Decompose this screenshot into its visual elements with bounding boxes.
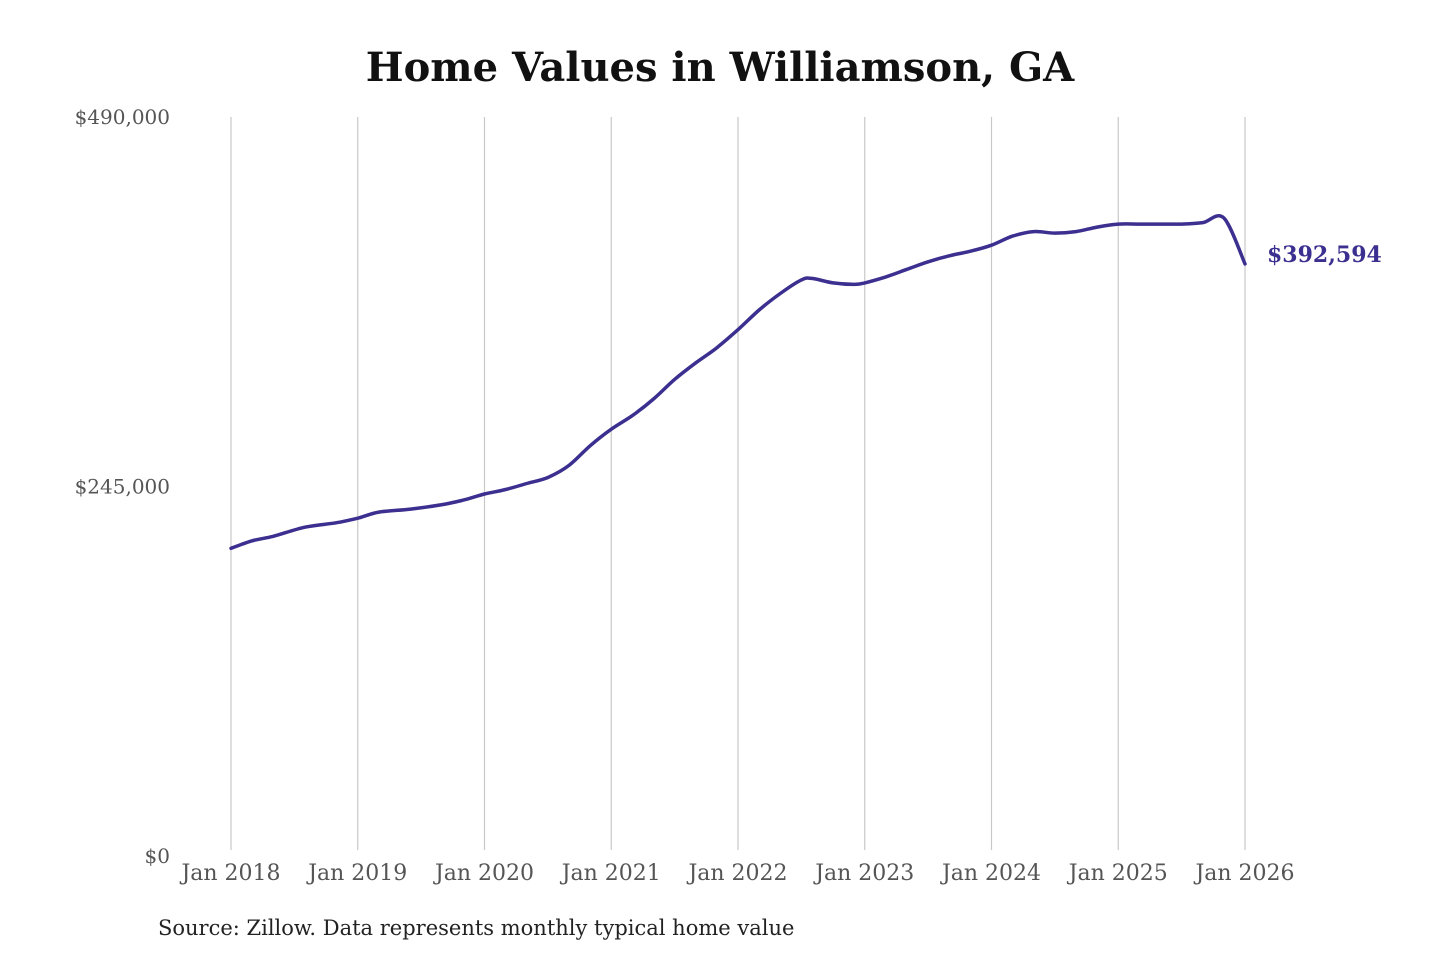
series-layer — [229, 213, 1247, 551]
end-value-label: $392,594 — [1267, 242, 1382, 268]
x-tick-label: Jan 2018 — [179, 861, 280, 886]
label-layer: $392,594 — [1267, 242, 1382, 268]
y-tick-label: $245,000 — [75, 475, 170, 499]
gridlines — [230, 117, 1246, 850]
x-tick-label: Jan 2025 — [1067, 861, 1168, 886]
x-axis-ticks: Jan 2018 Jan 2019 Jan 2020 Jan 2021 Jan 2022… — [179, 861, 1294, 886]
x-tick-label: Jan 2020 — [433, 861, 534, 886]
y-tick-label: $490,000 — [75, 105, 170, 129]
series-line — [229, 213, 1247, 551]
x-tick-label: Jan 2026 — [1193, 861, 1294, 886]
source-note: Source: Zillow. Data represents monthly … — [158, 916, 795, 940]
y-tick-label: $0 — [145, 844, 170, 868]
x-tick-label: Jan 2023 — [813, 861, 914, 886]
x-tick-label: Jan 2024 — [940, 861, 1041, 886]
chart-title: Home Values in Williamson, GA — [365, 44, 1075, 91]
y-axis-ticks: $0 $245,000 $490,000 — [75, 105, 170, 868]
x-tick-label: Jan 2019 — [306, 861, 407, 886]
x-tick-label: Jan 2022 — [686, 861, 787, 886]
x-tick-label: Jan 2021 — [560, 861, 661, 886]
